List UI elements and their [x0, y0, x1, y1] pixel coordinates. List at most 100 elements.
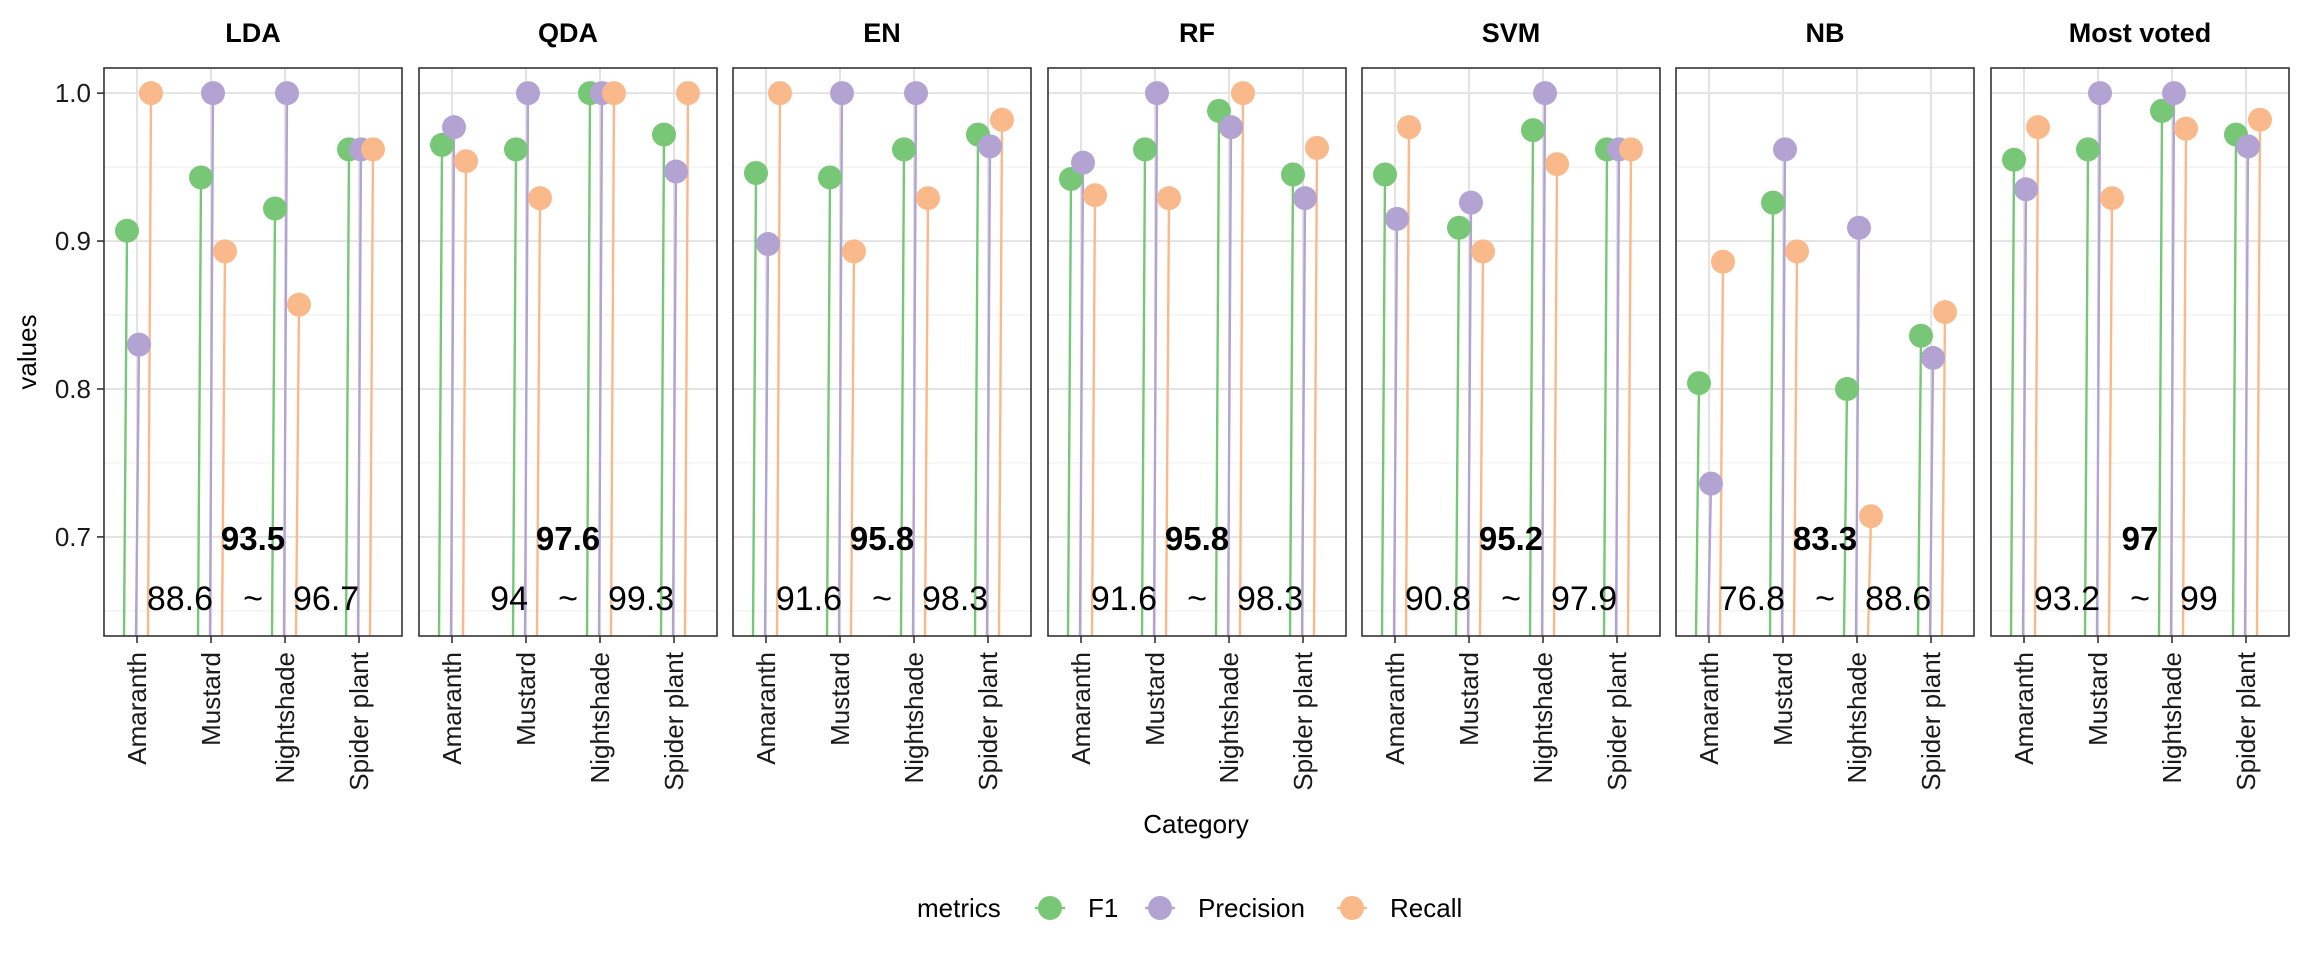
point-precision — [2088, 81, 2112, 106]
stem-recall — [2255, 119, 2262, 637]
legend-item-label: Precision — [1198, 893, 1305, 923]
point-precision — [664, 159, 688, 184]
x-tick-label: Nightshade — [1528, 652, 1558, 784]
stem-f1 — [1528, 130, 1535, 637]
stem-recall — [683, 93, 690, 637]
range-separator: ~ — [1501, 580, 1521, 618]
x-axis-title: Category — [1143, 809, 1249, 839]
stem-recall — [220, 251, 227, 637]
x-tick-label: Amaranth — [437, 652, 467, 765]
stem-precision — [1928, 357, 1935, 637]
point-recall — [213, 239, 237, 264]
legend-title: metrics — [917, 893, 1001, 923]
point-precision — [516, 81, 540, 106]
stem-precision — [1226, 127, 1233, 637]
point-recall — [139, 81, 163, 106]
stem-precision — [837, 93, 844, 637]
point-recall — [2248, 107, 2272, 132]
stem-f1 — [1140, 149, 1147, 637]
stem-f1 — [1842, 388, 1849, 637]
stem-recall — [1478, 251, 1485, 637]
point-recall — [1305, 135, 1329, 160]
point-precision — [1847, 215, 1871, 240]
point-f1 — [1909, 323, 1933, 348]
point-f1 — [892, 137, 916, 162]
point-f1 — [1281, 162, 1305, 187]
x-tick-label: Amaranth — [2009, 652, 2039, 765]
accuracy-label: 95.8 — [850, 520, 914, 557]
panel-border — [418, 67, 718, 637]
stem-recall — [146, 93, 153, 637]
stem-precision — [597, 93, 604, 637]
stem-recall — [1164, 198, 1171, 637]
point-precision — [1145, 81, 1169, 106]
stem-recall — [1090, 195, 1097, 637]
stem-precision — [1300, 198, 1307, 637]
stem-precision — [523, 93, 530, 637]
stem-recall — [923, 198, 930, 637]
stem-f1 — [1214, 110, 1221, 637]
point-f1 — [2002, 147, 2026, 172]
panel-background — [104, 68, 402, 636]
point-f1 — [1521, 118, 1545, 143]
stem-recall — [849, 251, 856, 637]
point-f1 — [1373, 162, 1397, 187]
stem-recall — [535, 198, 542, 637]
point-recall — [2100, 186, 2124, 211]
point-precision — [2162, 81, 2186, 106]
panel-border — [103, 67, 403, 637]
point-recall — [916, 186, 940, 211]
point-f1 — [504, 137, 528, 162]
y-tick-label: 0.7 — [55, 522, 91, 552]
point-precision — [978, 134, 1002, 159]
point-f1 — [2150, 98, 2174, 123]
point-precision — [1773, 137, 1797, 162]
stem-recall — [461, 161, 468, 637]
range-high-label: 97.9 — [1551, 580, 1617, 618]
point-recall — [528, 186, 552, 211]
point-precision — [1293, 186, 1317, 211]
stem-f1 — [1380, 174, 1387, 637]
x-tick-label: Amaranth — [751, 652, 781, 765]
legend-key-point — [1038, 896, 1062, 920]
x-tick-label: Mustard — [1140, 652, 1170, 746]
x-tick-label: Spider plant — [1916, 651, 1946, 791]
x-tick-label: Nightshade — [585, 652, 615, 784]
stem-recall — [775, 93, 782, 637]
panel-background — [1362, 68, 1660, 636]
stem-precision — [1614, 149, 1621, 637]
point-recall — [1083, 183, 1107, 208]
range-separator: ~ — [872, 580, 892, 618]
point-recall — [287, 292, 311, 317]
facet-title: RF — [1179, 18, 1215, 48]
stem-f1 — [2083, 149, 2090, 637]
stem-f1 — [1916, 335, 1923, 637]
stem-f1 — [2009, 159, 2016, 637]
point-precision — [756, 232, 780, 257]
point-f1 — [1447, 215, 1471, 240]
y-tick-label: 0.8 — [55, 374, 91, 404]
range-high-label: 96.7 — [293, 580, 359, 618]
range-low-label: 94 — [490, 580, 528, 618]
stem-recall — [1940, 312, 1947, 637]
stem-precision — [1466, 202, 1473, 637]
point-precision — [830, 81, 854, 106]
range-low-label: 90.8 — [1405, 580, 1471, 618]
point-f1 — [430, 132, 454, 157]
x-tick-label: Nightshade — [899, 652, 929, 784]
x-tick-label: Spider plant — [1602, 651, 1632, 791]
x-tick-label: Mustard — [2083, 652, 2113, 746]
stem-recall — [1718, 261, 1725, 637]
stem-precision — [2021, 189, 2028, 637]
stem-f1 — [973, 134, 980, 637]
point-recall — [2026, 115, 2050, 140]
point-f1 — [1687, 371, 1711, 396]
point-recall — [1545, 152, 1569, 177]
stem-recall — [1238, 93, 1245, 637]
x-tick-label: Nightshade — [270, 652, 300, 784]
range-low-label: 76.8 — [1719, 580, 1785, 618]
point-precision — [1699, 471, 1723, 496]
stem-recall — [1626, 149, 1633, 637]
stem-precision — [2095, 93, 2102, 637]
stem-recall — [997, 119, 1004, 637]
